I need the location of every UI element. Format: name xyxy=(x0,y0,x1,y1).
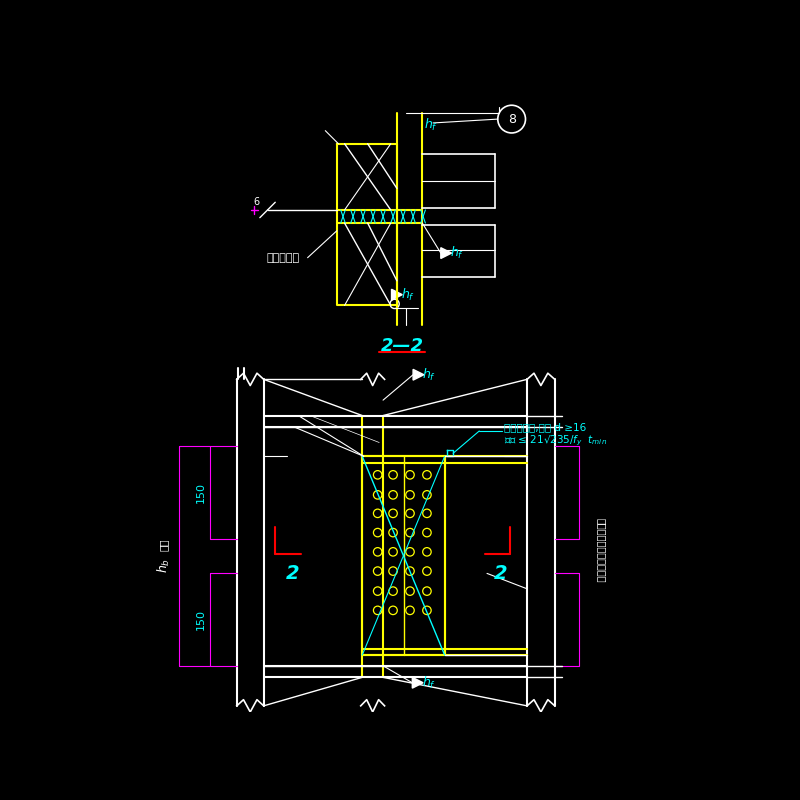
Text: 用塞焊连接,孔径 d ≥16: 用塞焊连接,孔径 d ≥16 xyxy=(504,422,586,432)
Text: 8: 8 xyxy=(508,113,516,126)
Polygon shape xyxy=(441,248,451,258)
Text: $h_f$: $h_f$ xyxy=(422,674,436,690)
Text: 单面补强板: 单面补强板 xyxy=(266,253,299,262)
Text: $h_b$: $h_b$ xyxy=(155,558,172,573)
Text: $h_f$: $h_f$ xyxy=(424,118,438,134)
Text: 6: 6 xyxy=(253,198,259,207)
Text: 150: 150 xyxy=(195,482,206,503)
Text: 2: 2 xyxy=(286,564,300,583)
Text: 150: 150 xyxy=(195,609,206,630)
Text: 2—2: 2—2 xyxy=(381,338,424,355)
Text: 柱腹板上焊接补强板范围: 柱腹板上焊接补强板范围 xyxy=(596,518,606,582)
Text: $h_f$: $h_f$ xyxy=(422,366,437,382)
Polygon shape xyxy=(391,290,402,300)
Text: 梁高: 梁高 xyxy=(158,538,169,550)
Text: $h_f$: $h_f$ xyxy=(401,286,415,302)
Text: 2: 2 xyxy=(494,564,508,583)
Text: 间距 ≤ 21√235/$f_y$  $t_{min}$: 间距 ≤ 21√235/$f_y$ $t_{min}$ xyxy=(504,434,607,448)
Polygon shape xyxy=(412,678,423,688)
Text: $h_f$: $h_f$ xyxy=(450,245,464,261)
Polygon shape xyxy=(413,370,424,380)
